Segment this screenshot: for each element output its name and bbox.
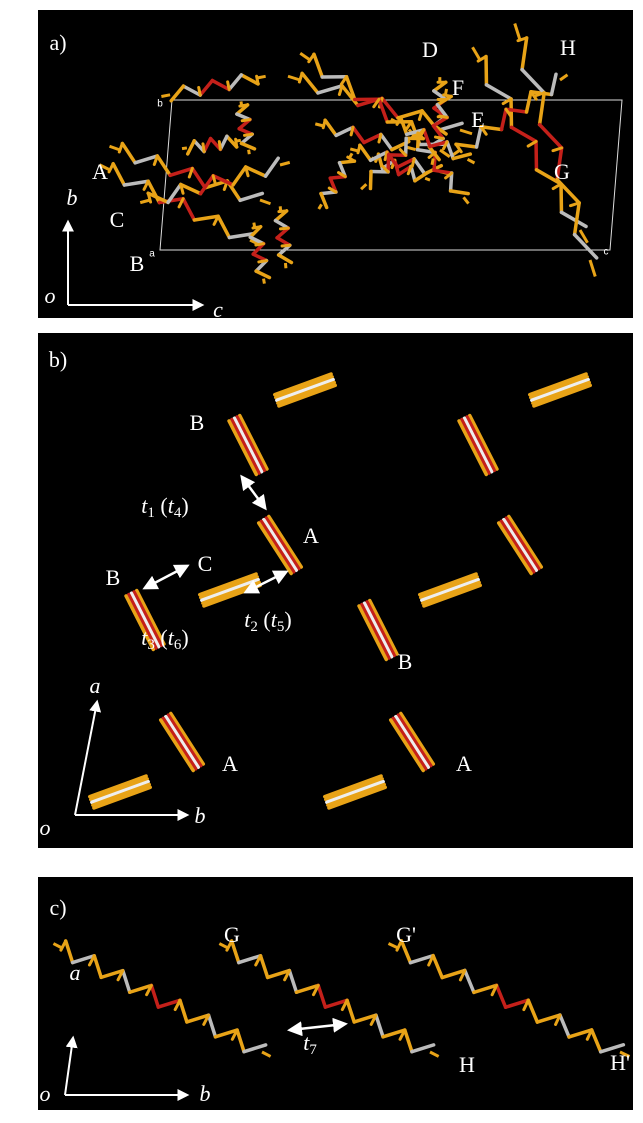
panel-label: c) (49, 895, 66, 920)
panel-label: a) (49, 30, 66, 55)
bond (425, 178, 430, 180)
molecule-label: A (456, 751, 472, 776)
bond (350, 149, 358, 151)
bond (254, 223, 255, 228)
bond (412, 159, 414, 167)
bond (445, 89, 446, 95)
contact-text: 5 (277, 619, 285, 635)
page: a)DHFEGACBbacobcb)BACBBAAoabt1 (t4)t2 (t… (0, 0, 643, 1123)
molecule-label: B (106, 565, 121, 590)
bond (199, 87, 200, 95)
contact-text: ) (181, 625, 188, 650)
bond (264, 279, 265, 284)
bond (435, 137, 443, 138)
panel-c-bg (38, 877, 633, 1110)
bond (280, 228, 288, 229)
bond (370, 172, 371, 189)
axis-label: b (195, 803, 206, 828)
molecule-label: C (110, 207, 125, 232)
contact-text: ( (258, 607, 271, 632)
axis-label: o (45, 283, 56, 308)
bond (242, 120, 250, 121)
bond (444, 95, 452, 96)
molecule-label: G (224, 922, 240, 947)
bond (257, 76, 266, 78)
contact-text: 2 (250, 619, 258, 635)
axis-label: c (213, 297, 223, 322)
bond (385, 152, 387, 160)
molecule-label: B (130, 251, 145, 276)
bond (219, 142, 220, 150)
cell-label: c (604, 247, 609, 258)
contact-text: 1 (147, 505, 155, 521)
contact-text: ) (181, 493, 188, 518)
bond (440, 116, 448, 117)
bond (388, 155, 389, 172)
cell-label: a (149, 249, 155, 260)
bond (203, 144, 204, 152)
bond (236, 140, 241, 141)
axis-label: o (40, 815, 51, 840)
bond (315, 124, 323, 126)
bond (182, 148, 187, 149)
contact-text: ( (155, 493, 168, 518)
molecule-label: H (560, 35, 576, 60)
panel-label: b) (49, 347, 67, 372)
axis-label: b (200, 1081, 211, 1106)
bond (161, 95, 170, 97)
bond (407, 147, 415, 149)
cell-label: b (157, 99, 163, 110)
molecule-label: H (459, 1052, 475, 1077)
bond (282, 245, 290, 246)
bond (432, 158, 433, 164)
bond (406, 138, 407, 155)
axis-label: b (67, 185, 78, 210)
molecule-label: G (554, 159, 570, 184)
axis-label: a (70, 960, 81, 985)
contact-text: 7 (309, 1042, 317, 1058)
molecule-label: C (198, 551, 213, 576)
molecule-label: A (222, 751, 238, 776)
molecule-label: B (398, 649, 413, 674)
panel-a-bg (38, 10, 633, 318)
molecule-label: B (190, 410, 205, 435)
bond (228, 82, 229, 90)
molecule-label: D (422, 37, 438, 62)
axis-label: o (40, 1081, 51, 1106)
bond (323, 120, 325, 128)
molecule-label: A (92, 159, 108, 184)
molecule-label: G' (396, 922, 416, 947)
contact-text: ( (155, 625, 168, 650)
bond (245, 134, 253, 135)
molecule-label: H' (610, 1050, 630, 1075)
axis-label: a (90, 673, 101, 698)
contact-text: 3 (147, 637, 155, 653)
molecule-label: A (303, 523, 319, 548)
panel-b-bg (38, 333, 633, 848)
bond (249, 150, 250, 154)
bond (256, 244, 264, 245)
molecule-label: F (452, 75, 464, 100)
bond (379, 134, 381, 142)
contact-text: ) (284, 607, 291, 632)
bond (358, 145, 360, 153)
molecule-label: E (471, 107, 484, 132)
bond (259, 261, 267, 262)
bond (351, 127, 353, 135)
bond (241, 101, 242, 105)
figure: a)DHFEGACBbacobcb)BACBBAAoabt1 (t4)t2 (t… (0, 0, 643, 1123)
